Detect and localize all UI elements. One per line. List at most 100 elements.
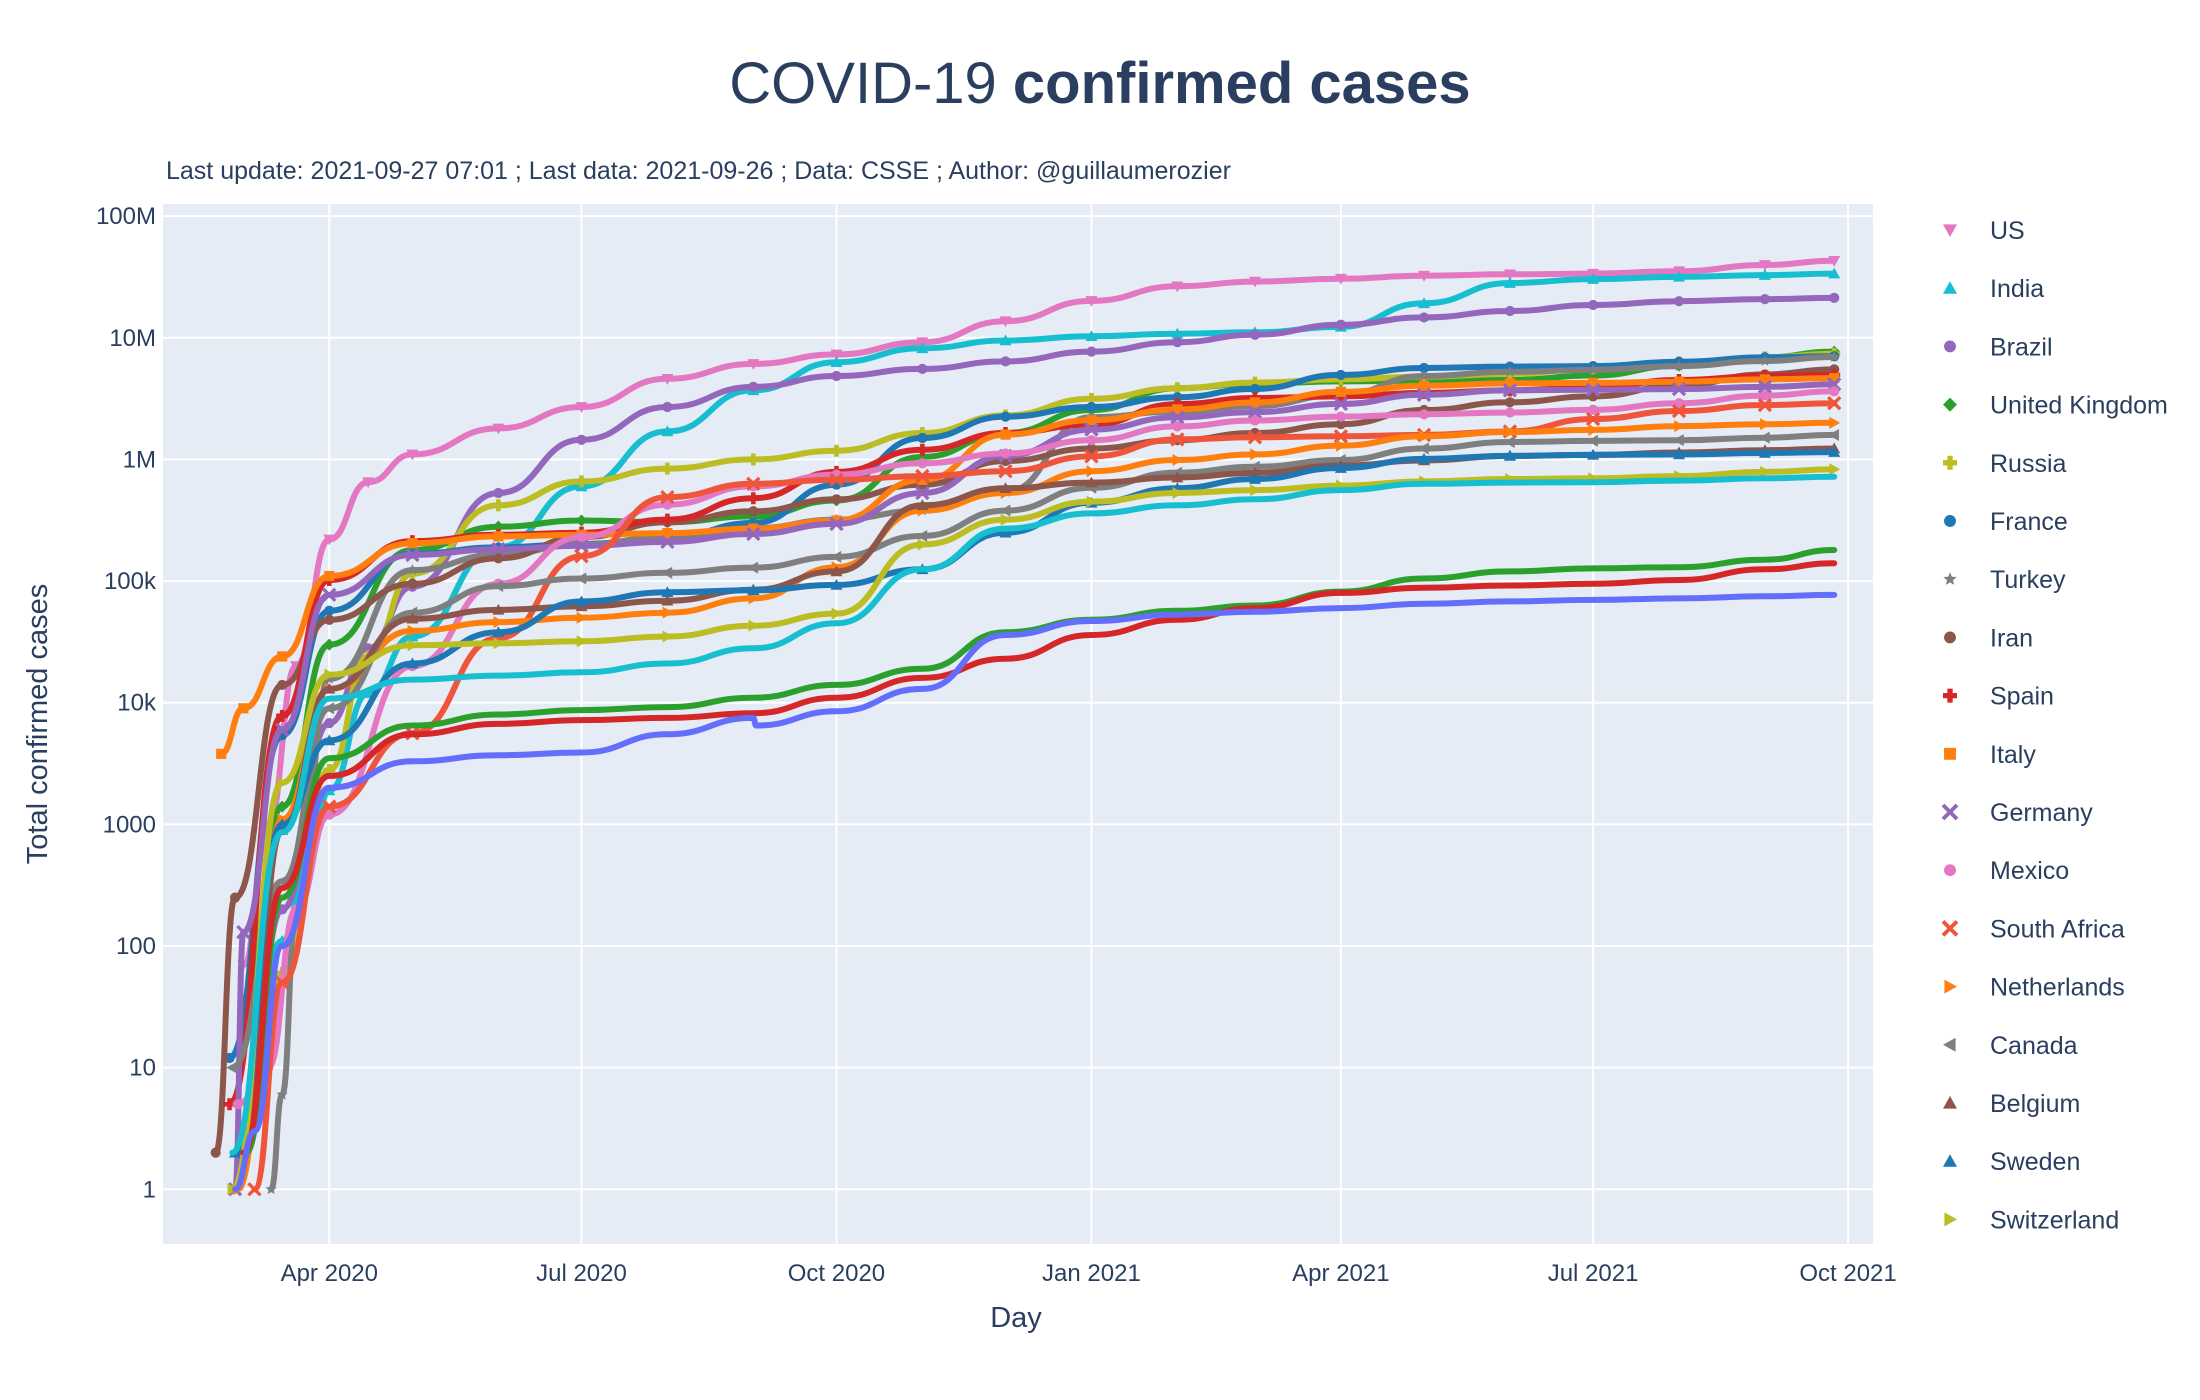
y-tick-label: 100k [104, 568, 157, 595]
data-point [323, 534, 336, 546]
y-axis-ticks: 1 10 100 1000 10k 100k 1M 10M 100M [96, 203, 157, 1203]
data-point [662, 606, 674, 619]
data-point [999, 316, 1012, 328]
legend-marker-icon [1943, 1154, 1957, 1167]
y-axis-title: Total confirmed cases [22, 584, 54, 864]
legend-label: Brazil [1990, 333, 2053, 361]
data-point [1333, 396, 1349, 412]
legend-item-india[interactable]: India [1943, 275, 2044, 303]
legend-marker-icon [1944, 979, 1957, 994]
data-point [406, 630, 419, 642]
data-point [1250, 484, 1261, 497]
data-point [1829, 373, 1840, 384]
data-point [1335, 411, 1346, 422]
data-point [998, 464, 1013, 479]
legend-item-sweden[interactable]: Sweden [1943, 1148, 2080, 1176]
series-line [243, 547, 1838, 1156]
data-point [1673, 360, 1685, 371]
data-point [1418, 297, 1431, 309]
data-point [276, 709, 289, 722]
data-point [831, 370, 842, 382]
data-point [830, 444, 843, 457]
data-point [1249, 329, 1261, 340]
legend-marker-icon [1943, 224, 1957, 237]
legend-marker-icon [1943, 572, 1957, 585]
legend-item-iran[interactable]: Iran [1944, 624, 2033, 652]
data-point [1248, 276, 1261, 288]
data-point [1829, 463, 1841, 476]
legend-marker-icon [1943, 455, 1957, 470]
legend-item-mexico[interactable]: Mexico [1944, 857, 2069, 885]
legend-item-netherlands[interactable]: Netherlands [1944, 974, 2125, 1002]
data-point [829, 472, 844, 487]
legend-item-russia[interactable]: Russia [1943, 450, 2067, 478]
legend-item-turkey[interactable]: Turkey [1943, 566, 2066, 594]
legend-item-belgium[interactable]: Belgium [1943, 1090, 2080, 1118]
legend-item-south-africa[interactable]: South Africa [1941, 915, 2125, 943]
data-point [661, 594, 674, 606]
data-point [1086, 435, 1097, 446]
data-point [831, 515, 842, 526]
data-point [1587, 377, 1599, 388]
data-point [1085, 476, 1098, 488]
data-point [1418, 270, 1431, 282]
data-point [1505, 426, 1516, 439]
data-point [324, 614, 335, 625]
x-tick-label: Oct 2020 [788, 1260, 885, 1287]
data-point [1171, 281, 1184, 293]
data-point [747, 561, 759, 574]
data-point [1585, 382, 1601, 397]
data-point [1504, 365, 1516, 377]
legend-item-france[interactable]: France [1944, 508, 2068, 536]
data-point [405, 547, 420, 563]
data-point [407, 639, 419, 652]
legend-marker-icon [1941, 803, 1959, 821]
data-point [492, 626, 505, 637]
data-point [1759, 355, 1771, 366]
data-point [915, 468, 930, 484]
data-point [747, 492, 760, 505]
data-point [1248, 473, 1261, 484]
data-point [1171, 382, 1184, 395]
data-point [275, 722, 290, 737]
legend-marker-icon [1943, 281, 1957, 294]
data-point [276, 1088, 288, 1100]
data-point [1758, 269, 1771, 280]
data-point [406, 564, 419, 575]
legend-marker-icon [1943, 688, 1957, 703]
series-italy [216, 373, 1840, 759]
series-norway [232, 591, 1838, 1193]
data-point [226, 1061, 238, 1074]
data-point [662, 527, 673, 539]
legend-label: Belgium [1990, 1090, 2080, 1118]
data-point [829, 516, 844, 532]
legend-marker-icon [1944, 340, 1956, 353]
y-tick-label: 1000 [103, 811, 156, 838]
data-point [322, 587, 337, 603]
data-point [574, 549, 589, 564]
data-point [1760, 418, 1771, 431]
legend-item-spain[interactable]: Spain [1943, 683, 2054, 711]
data-point [323, 672, 335, 684]
x-tick-label: Jul 2021 [1548, 1260, 1639, 1287]
title-plain: COVID-19 [729, 51, 997, 116]
data-point [492, 499, 505, 512]
data-point [830, 565, 843, 577]
legend-item-united-kingdom[interactable]: United Kingdom [1943, 392, 2168, 420]
legend-item-brazil[interactable]: Brazil [1944, 333, 2053, 361]
legend-item-italy[interactable]: Italy [1944, 741, 2036, 769]
legend-item-switzerland[interactable]: Switzerland [1944, 1206, 2119, 1234]
data-point [324, 809, 335, 820]
legend-item-us[interactable]: US [1943, 217, 2025, 245]
legend-label: Turkey [1990, 566, 2066, 594]
legend[interactable]: US India Brazil United Kingdom Russia France T… [1941, 217, 2168, 1234]
data-point [406, 449, 419, 461]
legend-item-germany[interactable]: Germany [1941, 799, 2093, 827]
data-point [493, 487, 504, 499]
data-point [1000, 411, 1011, 422]
data-point [491, 541, 506, 557]
data-point [1334, 273, 1347, 285]
data-point [324, 570, 335, 582]
legend-item-canada[interactable]: Canada [1943, 1032, 2078, 1060]
